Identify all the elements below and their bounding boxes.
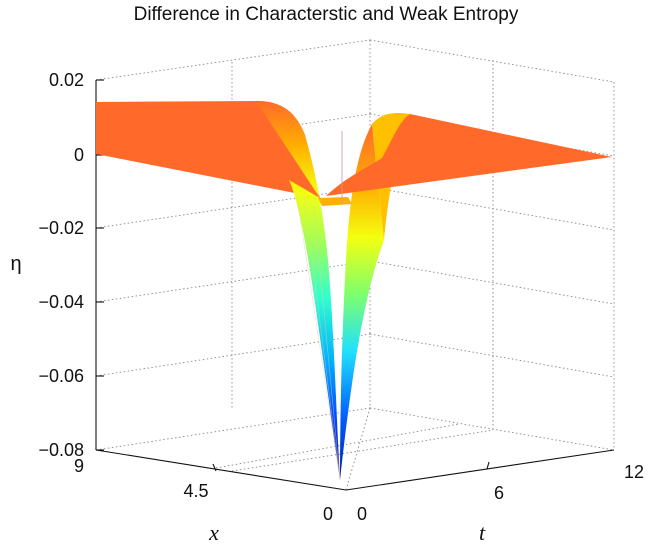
z-tick-label: −0.08 [38,440,84,460]
z-tick-label: −0.02 [38,218,84,238]
z-ticks: 0.02 0 −0.02 −0.04 −0.06 −0.08 [38,70,84,460]
chart-title: Difference in Characterstic and Weak Ent… [134,4,519,25]
z-tick-label: −0.04 [38,292,84,312]
z-tick-label: −0.06 [38,366,84,386]
t-axis-label: t [479,520,486,545]
t-ticks: 0 6 12 [357,462,644,524]
t-tick-label: 6 [494,483,504,503]
t-tick-label: 0 [357,504,367,524]
z-tick-label: 0.02 [49,70,84,90]
x-ticks: 9 4.5 0 [74,456,333,524]
right-trough-wall [340,124,384,480]
right-plateau [326,114,612,196]
left-trough-wall [256,101,340,480]
left-plateau [96,101,320,198]
x-axis-label: x [208,520,219,545]
z-axis-label: η [10,253,21,275]
surface [96,101,612,481]
x-tick-label: 9 [74,456,84,476]
t-tick-label: 12 [624,462,644,482]
x-tick-label: 0 [323,504,333,524]
center-fold [318,197,352,206]
z-tick-label: 0 [74,145,84,165]
trough-ridge-lines [295,189,341,481]
x-tick-label: 4.5 [183,481,208,501]
